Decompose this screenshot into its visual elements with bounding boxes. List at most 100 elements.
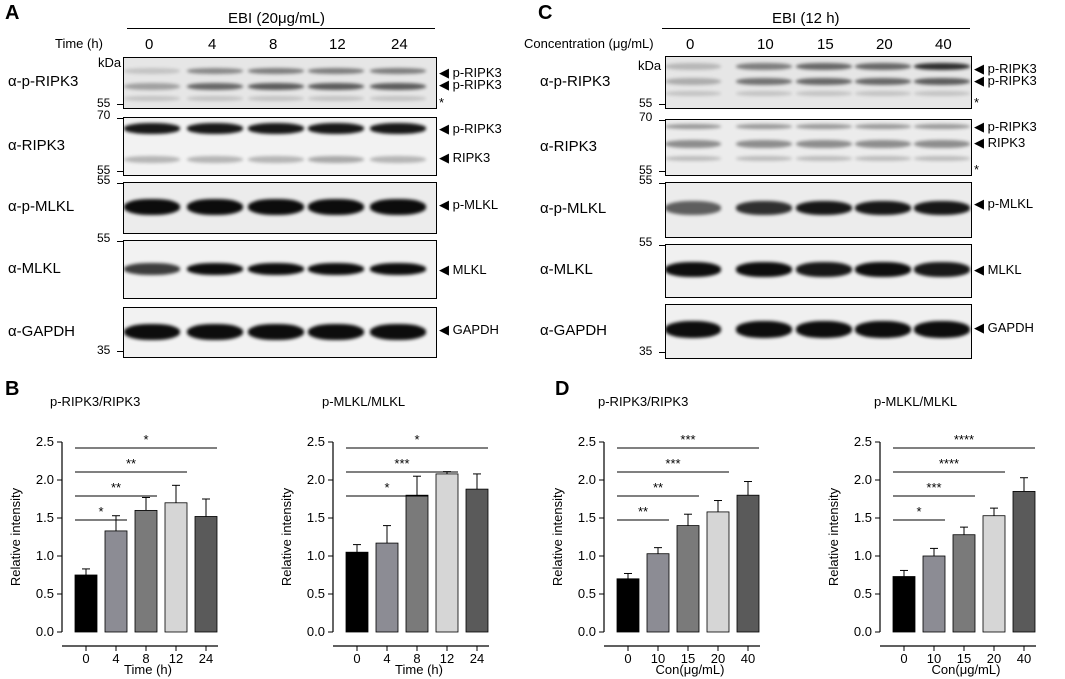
y-axis-label: Relative intensity (826, 487, 841, 586)
protein-band (914, 63, 970, 70)
protein-band (914, 140, 970, 148)
mw-tick (659, 245, 665, 246)
protein-band (308, 68, 364, 74)
x-tick-label: 12 (440, 651, 454, 666)
lane-label: 8 (269, 36, 278, 53)
protein-band (736, 262, 792, 277)
protein-band (796, 91, 852, 96)
protein-band (370, 263, 426, 275)
protein-band (914, 321, 970, 338)
protein-band (248, 68, 304, 74)
protein-band (370, 96, 426, 101)
protein-band (914, 156, 970, 161)
protein-band (914, 124, 970, 129)
protein-band (124, 123, 180, 134)
significance-label: *** (665, 456, 680, 471)
y-tick-label: 1.5 (854, 510, 872, 525)
kda-label: kDa (98, 55, 122, 70)
mw-tick (659, 171, 665, 172)
mw-tick (117, 118, 123, 119)
band-arrow: ◀ p-MLKL (974, 196, 1034, 211)
panel-letter-d: D (555, 378, 570, 400)
blot-membrane (665, 119, 972, 176)
protein-band (736, 91, 792, 96)
protein-band (796, 140, 852, 148)
time-label: Time (h) (55, 36, 103, 51)
significance-label: **** (939, 456, 959, 471)
protein-band (666, 321, 721, 338)
significance-label: *** (394, 456, 409, 471)
protein-band (914, 78, 970, 85)
blot-header: EBI (12 h) (772, 10, 840, 27)
mw-marker: 55 (639, 163, 653, 177)
protein-band (666, 262, 721, 277)
bar (892, 576, 916, 633)
y-tick-label: 2.0 (578, 472, 596, 487)
x-tick-label: 0 (624, 651, 631, 666)
significance-label: * (384, 480, 389, 495)
chart-title: p-RIPK3/RIPK3 (50, 394, 140, 409)
antibody-label: α-GAPDH (540, 321, 608, 339)
bar (1012, 490, 1036, 633)
band-arrow: ◀ GAPDH (974, 320, 1034, 335)
x-tick-label: 40 (741, 651, 755, 666)
antibody-label: α-p-RIPK3 (540, 72, 611, 90)
protein-band (666, 78, 721, 85)
protein-band (370, 199, 426, 215)
significance-label: *** (680, 432, 695, 447)
y-tick-label: 2.5 (578, 434, 596, 449)
lane-label: 4 (208, 36, 217, 53)
antibody-label: α-p-RIPK3 (8, 73, 79, 90)
protein-band (308, 324, 364, 340)
x-tick-label: 0 (353, 651, 360, 666)
band-arrow: ◀ MLKL (439, 262, 487, 277)
antibody-label: α-p-MLKL (8, 198, 75, 215)
panel-letter-a: A (5, 2, 20, 24)
y-tick-label: 1.0 (854, 548, 872, 563)
mw-tick (117, 241, 123, 242)
protein-band (187, 324, 243, 340)
protein-band (124, 68, 180, 74)
protein-band (248, 263, 304, 275)
protein-band (736, 140, 792, 148)
y-tick-label: 0.0 (578, 624, 596, 639)
y-axis-label: Relative intensity (8, 487, 23, 586)
mw-tick (659, 352, 665, 353)
protein-band (248, 199, 304, 215)
y-tick-label: 1.0 (36, 548, 54, 563)
protein-band (187, 123, 243, 134)
lane-label: 20 (876, 36, 893, 53)
blot-membrane (665, 304, 972, 359)
band-arrow: ◀ RIPK3 (439, 150, 491, 165)
x-tick-label: 10 (927, 651, 941, 666)
protein-band (248, 83, 304, 90)
x-tick-label: 8 (413, 651, 420, 666)
nonspecific-star: * (439, 95, 445, 110)
mw-marker: 55 (639, 173, 653, 187)
x-tick-label: 15 (957, 651, 971, 666)
lane-label: 0 (686, 36, 695, 53)
protein-band (124, 199, 180, 215)
protein-band (914, 262, 970, 277)
band-arrow: ◀ RIPK3 (974, 135, 1026, 150)
antibody-label: α-MLKL (540, 261, 593, 278)
protein-band (796, 78, 852, 85)
lane-label: 24 (391, 36, 408, 53)
protein-band (248, 156, 304, 163)
protein-band (248, 96, 304, 101)
y-tick-label: 2.5 (307, 434, 325, 449)
significance-label: * (98, 504, 103, 519)
y-tick-label: 0.5 (578, 586, 596, 601)
protein-band (796, 124, 852, 129)
protein-band (308, 156, 364, 163)
panel-letter-b: B (5, 378, 20, 400)
x-tick-label: 15 (681, 651, 695, 666)
protein-band (370, 68, 426, 74)
mw-marker: 55 (97, 163, 111, 177)
bar (435, 473, 459, 633)
mw-marker: 55 (97, 96, 111, 110)
protein-band (124, 324, 180, 340)
mw-marker: 55 (97, 231, 111, 245)
protein-band (736, 124, 792, 129)
chart-3: p-MLKL/MLKL 0.0 0.5 1.0 1.5 2.0 2.5 Relative in… (826, 394, 1036, 677)
